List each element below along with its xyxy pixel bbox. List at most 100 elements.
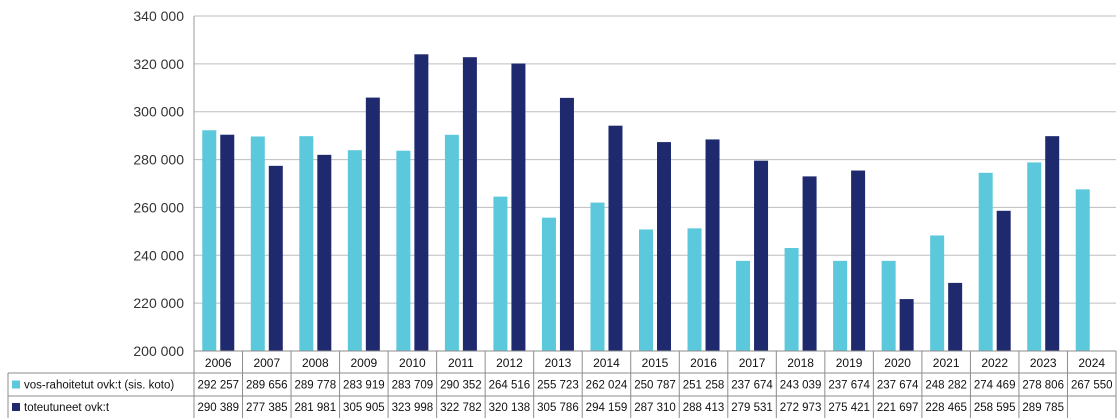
legend-swatch: [12, 403, 20, 411]
legend-label: vos-rahoitetut ovk:t (sis. koto): [24, 380, 174, 392]
x-tick-label: 2009: [350, 356, 377, 370]
bar-funded: [687, 228, 702, 351]
y-tick-label: 340 000: [133, 8, 184, 24]
bar-funded: [590, 202, 605, 351]
bar-funded: [784, 248, 799, 351]
data-label: 237 674: [731, 380, 773, 392]
x-tick-label: 2008: [302, 356, 329, 370]
data-label: 305 905: [343, 402, 385, 414]
data-label: 272 973: [780, 402, 822, 414]
bar-funded: [299, 136, 314, 351]
data-label: 243 039: [780, 380, 822, 392]
data-label: 322 782: [440, 402, 482, 414]
bar-funded: [444, 134, 459, 351]
data-label: 275 421: [828, 402, 870, 414]
bar-realized: [608, 125, 623, 351]
x-tick-label: 2010: [399, 356, 426, 370]
data-label: 237 674: [877, 380, 919, 392]
data-label: 250 787: [634, 380, 676, 392]
bar-funded: [639, 229, 653, 351]
y-axis-ticks: 200 000 220 000 240 000 260 000 280 000 300 0…: [133, 8, 184, 359]
data-label: 323 998: [392, 402, 434, 414]
y-tick-label: 260 000: [133, 199, 184, 215]
x-tick-label: 2014: [593, 356, 620, 370]
data-label: 290 352: [440, 380, 482, 392]
bar-funded: [736, 260, 751, 351]
data-label: 228 465: [925, 402, 967, 414]
data-label: 294 159: [586, 402, 628, 414]
x-tick-label: 2013: [545, 356, 572, 370]
data-label: 289 656: [246, 380, 288, 392]
bar-funded: [833, 260, 848, 351]
bar-realized: [462, 57, 477, 351]
legend-swatch: [12, 380, 20, 389]
y-tick-label: 320 000: [133, 56, 184, 72]
data-label: 292 257: [197, 380, 239, 392]
x-tick-label: 2011: [448, 356, 474, 370]
bar-funded: [347, 150, 362, 351]
bar-funded: [493, 196, 508, 351]
bar-funded: [202, 130, 217, 351]
x-tick-label: 2024: [1078, 356, 1105, 370]
x-tick-label: 2016: [690, 356, 717, 370]
data-label: 290 389: [197, 402, 239, 414]
data-label: 305 786: [537, 402, 579, 414]
bar-realized: [996, 210, 1011, 351]
data-label: 277 385: [246, 402, 288, 414]
x-tick-label: 2017: [739, 356, 766, 370]
bar-realized: [899, 299, 914, 351]
data-label: 258 595: [974, 402, 1016, 414]
y-tick-label: 200 000: [133, 343, 184, 359]
x-tick-label: 2006: [205, 356, 232, 370]
data-label: 287 310: [634, 402, 676, 414]
bar-funded: [930, 235, 945, 351]
data-label: 283 919: [343, 380, 385, 392]
y-tick-label: 280 000: [133, 152, 184, 168]
bar-funded: [250, 136, 265, 351]
bar-realized: [220, 134, 235, 351]
data-label: 251 258: [683, 380, 725, 392]
bar-realized: [754, 160, 769, 351]
data-label: 274 469: [974, 380, 1016, 392]
x-tick-label: 2020: [884, 356, 911, 370]
y-tick-label: 300 000: [133, 104, 184, 120]
data-label: 281 981: [295, 402, 337, 414]
bar-realized: [948, 282, 963, 351]
bar-realized: [559, 97, 574, 351]
y-tick-label: 240 000: [133, 247, 184, 263]
data-label: 278 806: [1022, 380, 1064, 392]
data-label: 248 282: [925, 380, 967, 392]
data-label: 289 778: [295, 380, 337, 392]
x-tick-label: 2015: [642, 356, 669, 370]
bar-funded: [1027, 162, 1042, 351]
data-label: 262 024: [586, 380, 628, 392]
bar-realized: [1045, 136, 1060, 351]
bar-funded: [1075, 189, 1090, 351]
bars: [202, 54, 1090, 352]
x-tick-label: 2012: [496, 356, 523, 370]
data-label: 289 785: [1022, 402, 1064, 414]
data-label: 288 413: [683, 402, 725, 414]
data-label: 279 531: [731, 402, 773, 414]
bar-funded: [541, 217, 556, 351]
data-label: 264 516: [489, 380, 531, 392]
data-label: 320 138: [489, 402, 531, 414]
bar-funded: [881, 260, 896, 351]
data-label: 283 709: [392, 380, 434, 392]
data-table: 2006 2007 2008 2009 2010 2011 2012 2013 2014 2015…: [7, 350, 1117, 418]
x-tick-label: 2018: [787, 356, 814, 370]
legend-label: toteutuneet ovk:t: [24, 402, 110, 414]
x-tick-label: 2023: [1030, 356, 1057, 370]
y-tick-label: 220 000: [133, 295, 184, 311]
bar-realized: [851, 170, 866, 351]
bar-funded: [978, 172, 993, 351]
gridlines: [193, 15, 1116, 352]
bar-realized: [268, 165, 283, 351]
x-tick-label: 2022: [981, 356, 1008, 370]
x-tick-label: 2019: [836, 356, 863, 370]
x-tick-label: 2021: [933, 356, 960, 370]
data-label: 221 697: [877, 402, 919, 414]
bar-realized: [365, 97, 380, 351]
data-label: 255 723: [537, 380, 579, 392]
